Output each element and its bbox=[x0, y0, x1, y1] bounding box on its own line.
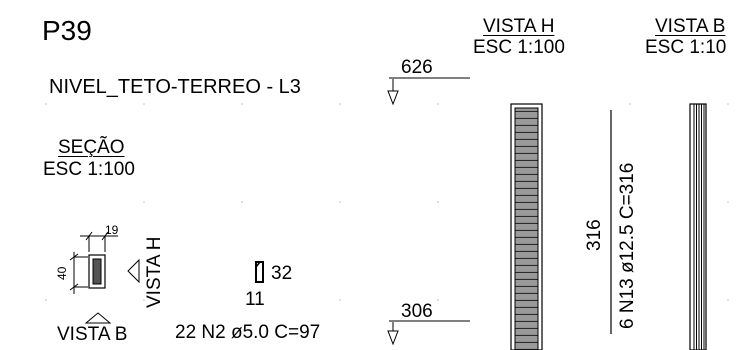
stirrup-dim-width: 11 bbox=[245, 289, 265, 310]
elevation-top-label: 626 bbox=[401, 57, 433, 78]
vista-b-scale: ESC 1:10 bbox=[645, 37, 727, 58]
section-dim-width: 19 bbox=[105, 223, 119, 237]
vista-b-column bbox=[689, 103, 707, 350]
level-label: NIVEL_TETO-TERREO - L3 bbox=[49, 76, 301, 98]
stirrup-dim-height: 32 bbox=[271, 263, 293, 284]
section-label-vista-b: VISTA B bbox=[57, 324, 128, 345]
section-label-vista-h: VISTA H bbox=[144, 236, 165, 308]
section-drawing bbox=[69, 231, 140, 324]
vista-h-title: VISTA H bbox=[483, 16, 555, 37]
vista-h-column bbox=[510, 103, 543, 350]
elevation-marker-bottom bbox=[387, 320, 470, 346]
stirrup-callout: 22 N2 ø5.0 C=97 bbox=[175, 322, 321, 343]
vista-b-title: VISTA B bbox=[655, 16, 726, 37]
element-id: P39 bbox=[42, 15, 92, 46]
elevation-bottom-label: 306 bbox=[401, 301, 433, 322]
vista-h-scale: ESC 1:100 bbox=[473, 37, 565, 58]
section-scale: ESC 1:100 bbox=[43, 159, 135, 180]
elevation-marker-top bbox=[387, 77, 470, 106]
section-dim-height: 40 bbox=[55, 266, 69, 280]
stirrup-drawing bbox=[255, 261, 264, 283]
section-title: SEÇÃO bbox=[58, 137, 125, 158]
grid-dots bbox=[45, 103, 729, 301]
vista-h-length-label: 316 bbox=[584, 219, 605, 251]
vista-h-bar-callout: 6 N13 ø12.5 C=316 bbox=[617, 162, 638, 329]
